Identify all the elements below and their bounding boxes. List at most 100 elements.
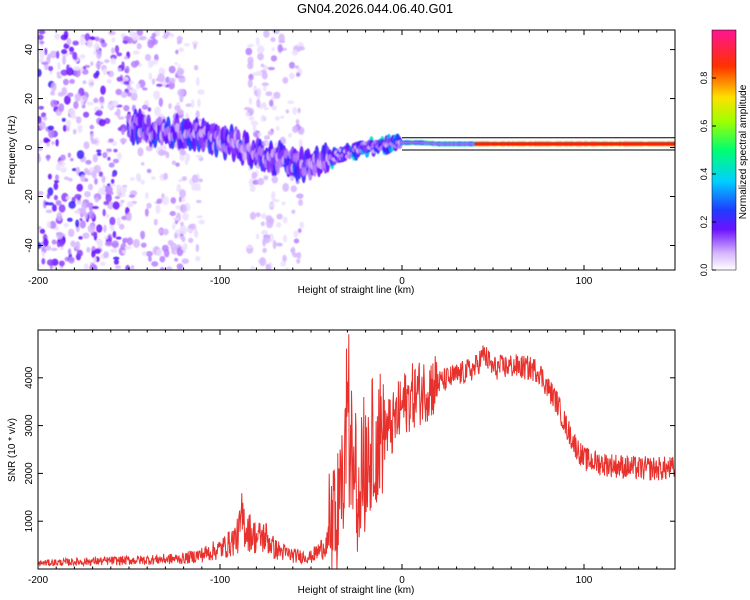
spectrogram-noise-cell <box>248 107 255 116</box>
colorbar-tick-label: 0.2 <box>699 216 709 229</box>
spectrogram-noise-cell <box>46 221 51 229</box>
spectrogram-noise-cell <box>55 200 62 206</box>
spectrogram-noise-cell <box>184 158 189 166</box>
spectrogram-noise-cell <box>38 30 46 35</box>
spectrogram-noise-cell <box>247 44 255 48</box>
spectrogram-noise-cell <box>106 78 112 84</box>
spectrogram-noise-cell <box>96 49 102 60</box>
spectrogram-noise-cell <box>51 140 55 145</box>
spectrogram-noise-cell <box>73 101 79 110</box>
spectrogram-noise-cell <box>181 197 186 202</box>
spectrogram-noise-cell <box>270 55 278 62</box>
spectrogram-noise-cell <box>63 222 69 228</box>
spectrogram-noise-cell <box>147 59 154 68</box>
spectrogram-noise-cell <box>148 255 152 262</box>
spectrogram-noise-cell <box>277 242 283 247</box>
spectrogram-noise-cell <box>168 65 176 74</box>
spectrogram-noise-cell <box>293 230 299 238</box>
spectrogram-noise-cell <box>249 211 257 220</box>
spectrogram-noise-cell <box>175 49 179 55</box>
top-y-tick-label: -20 <box>24 189 35 204</box>
spectrogram-noise-cell <box>147 107 152 112</box>
spectrogram-noise-cell <box>257 177 265 186</box>
spectrogram-noise-cell <box>111 47 115 54</box>
spectrogram-noise-cell <box>277 44 283 53</box>
spectrogram-noise-cell <box>66 64 70 72</box>
spectrogram-noise-cell <box>250 265 256 270</box>
spectrogram-noise-cell <box>195 243 200 252</box>
spectrogram-noise-cell <box>140 242 147 248</box>
spectrogram-noise-cell <box>251 171 258 180</box>
spectrogram-noise-cell <box>181 176 187 182</box>
spectrogram-noise-cell <box>94 111 101 116</box>
spectrogram-noise-cell <box>97 241 104 248</box>
spectrogram-noise-cell <box>105 193 112 203</box>
spectrogram-plot-frame <box>37 29 676 271</box>
bottom-x-tick-label: -100 <box>210 575 230 586</box>
spectrogram-noise-cell <box>84 178 89 182</box>
spectrogram-noise-cell <box>121 215 127 221</box>
spectrogram-noise-cell <box>122 40 129 44</box>
spectrogram-noise-cell <box>93 42 101 51</box>
spectrogram-noise-cell <box>38 105 45 110</box>
spectrogram-noise-cell <box>122 249 126 254</box>
spectrogram-noise-cell <box>188 237 194 244</box>
spectrogram-noise-cell <box>144 53 152 61</box>
spectrogram-noise-cell <box>280 261 287 267</box>
spectrogram-noise-cell <box>265 91 273 97</box>
spectrogram-noise-cell <box>261 213 267 220</box>
spectrogram-noise-cell <box>248 116 255 121</box>
spectrogram-noise-cell <box>152 59 158 65</box>
spectrogram-noise-cell <box>53 194 58 201</box>
spectrogram-noise-cell <box>255 36 260 46</box>
spectrogram-noise-cell <box>93 50 97 55</box>
spectrogram-noise-cell <box>75 200 83 205</box>
spectrogram-noise-cell <box>123 104 130 112</box>
spectrogram-noise-cell <box>121 127 125 136</box>
spectrogram-noise-cell <box>105 213 110 219</box>
spectrogram-noise-cell <box>53 179 60 184</box>
spectrogram-noise-cell <box>91 205 99 210</box>
spectrogram-noise-cell <box>197 98 201 108</box>
spectrogram-noise-cell <box>196 215 203 219</box>
spectrogram-noise-cell <box>39 40 45 45</box>
spectrogram-noise-cell <box>185 103 192 107</box>
spectrogram-noise-cell <box>257 133 262 138</box>
spectrogram-noise-cell <box>260 229 269 236</box>
spectrogram-noise-cell <box>62 124 67 132</box>
spectrogram-noise-cell <box>81 68 89 75</box>
spectrogram-noise-cell <box>46 154 50 162</box>
spectrogram-noise-cell <box>38 154 42 164</box>
spectrogram-noise-cell <box>90 36 96 41</box>
spectrogram-noise-cell <box>111 140 117 147</box>
spectrogram-noise-cell <box>176 263 184 270</box>
spectrogram-noise-cell <box>170 242 178 252</box>
spectrogram-noise-cell <box>132 31 138 41</box>
spectrogram-noise-cell <box>47 202 54 206</box>
spectrogram-noise-cell <box>260 114 266 122</box>
spectrogram-noise-cell <box>122 238 127 245</box>
spectrogram-noise-cell <box>151 78 156 85</box>
top-y-tick-label: 0 <box>24 144 35 150</box>
spectrogram-noise-cell <box>169 211 176 217</box>
spectrogram-noise-cell <box>195 110 200 119</box>
spectrogram-noise-cell <box>285 109 290 114</box>
spectrogram-noise-cell <box>247 62 253 70</box>
spectrogram-noise-cell <box>162 34 169 39</box>
spectrogram-noise-cell <box>79 36 86 46</box>
spectrogram-noise-cell <box>60 154 66 161</box>
spectrogram-noise-cell <box>290 248 295 253</box>
spectrogram-noise-cell <box>82 232 90 239</box>
spectrogram-noise-cell <box>126 211 132 222</box>
spectrogram-noise-cell <box>160 150 169 156</box>
spectrogram-noise-cell <box>49 220 57 229</box>
spectrogram-noise-cell <box>288 72 295 80</box>
spectrogram-noise-cell <box>58 260 65 267</box>
spectrogram-noise-cell <box>116 187 120 197</box>
spectrogram-noise-cell <box>88 202 94 212</box>
spectrogram-noise-cell <box>76 183 84 192</box>
spectrogram-noise-cell <box>159 255 166 263</box>
bottom-x-tick-label: 100 <box>576 575 593 586</box>
spectrogram-noise-cell <box>108 162 115 168</box>
spectrogram-noise-cell <box>50 99 58 108</box>
